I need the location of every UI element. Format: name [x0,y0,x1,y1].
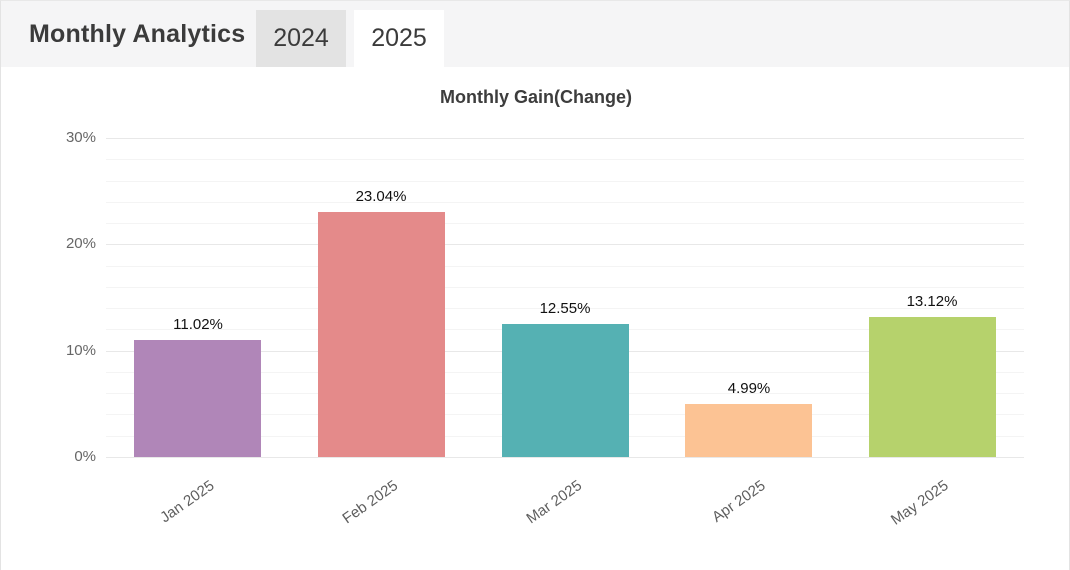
gridline [106,223,1024,224]
x-tick-label: Apr 2025 [709,477,769,526]
gridline [106,159,1024,160]
gridline [106,457,1024,458]
x-tick-label: Jan 2025 [157,477,218,527]
chart-title: Monthly Gain(Change) [440,87,632,107]
bar-value-label: 13.12% [906,293,958,310]
bar-mar-2025[interactable] [502,324,629,457]
monthly-gain-chart: Monthly Gain(Change) 0% 10% 20% 30% 11.02% Ja… [1,67,1069,570]
header: Monthly Analytics 2024 2025 [1,1,1069,67]
y-tick-label: 20% [65,235,96,252]
tab-2025[interactable]: 2025 [354,10,444,67]
bar-jan-2025[interactable] [134,340,261,457]
bar-value-label: 11.02% [173,316,223,333]
gridline [106,266,1024,267]
x-tick-label: Feb 2025 [339,477,401,528]
bar-value-label: 4.99% [727,380,771,397]
gridline [106,287,1024,288]
gridline [106,138,1024,139]
gridline [106,181,1024,182]
gridline [106,308,1024,309]
y-tick-label: 0% [74,448,96,465]
x-tick-label: May 2025 [888,477,952,529]
bar-value-label: 23.04% [355,188,407,205]
y-tick-label: 10% [65,342,96,359]
gridline [106,244,1024,245]
bar-feb-2025[interactable] [318,212,445,457]
x-tick-label: Mar 2025 [523,477,585,528]
page-title: Monthly Analytics [29,20,246,48]
bar-apr-2025[interactable] [685,404,812,457]
bar-may-2025[interactable] [869,317,996,457]
y-tick-label: 30% [65,129,96,146]
tab-2024[interactable]: 2024 [256,10,346,67]
gridline [106,202,1024,203]
bar-value-label: 12.55% [539,300,591,317]
